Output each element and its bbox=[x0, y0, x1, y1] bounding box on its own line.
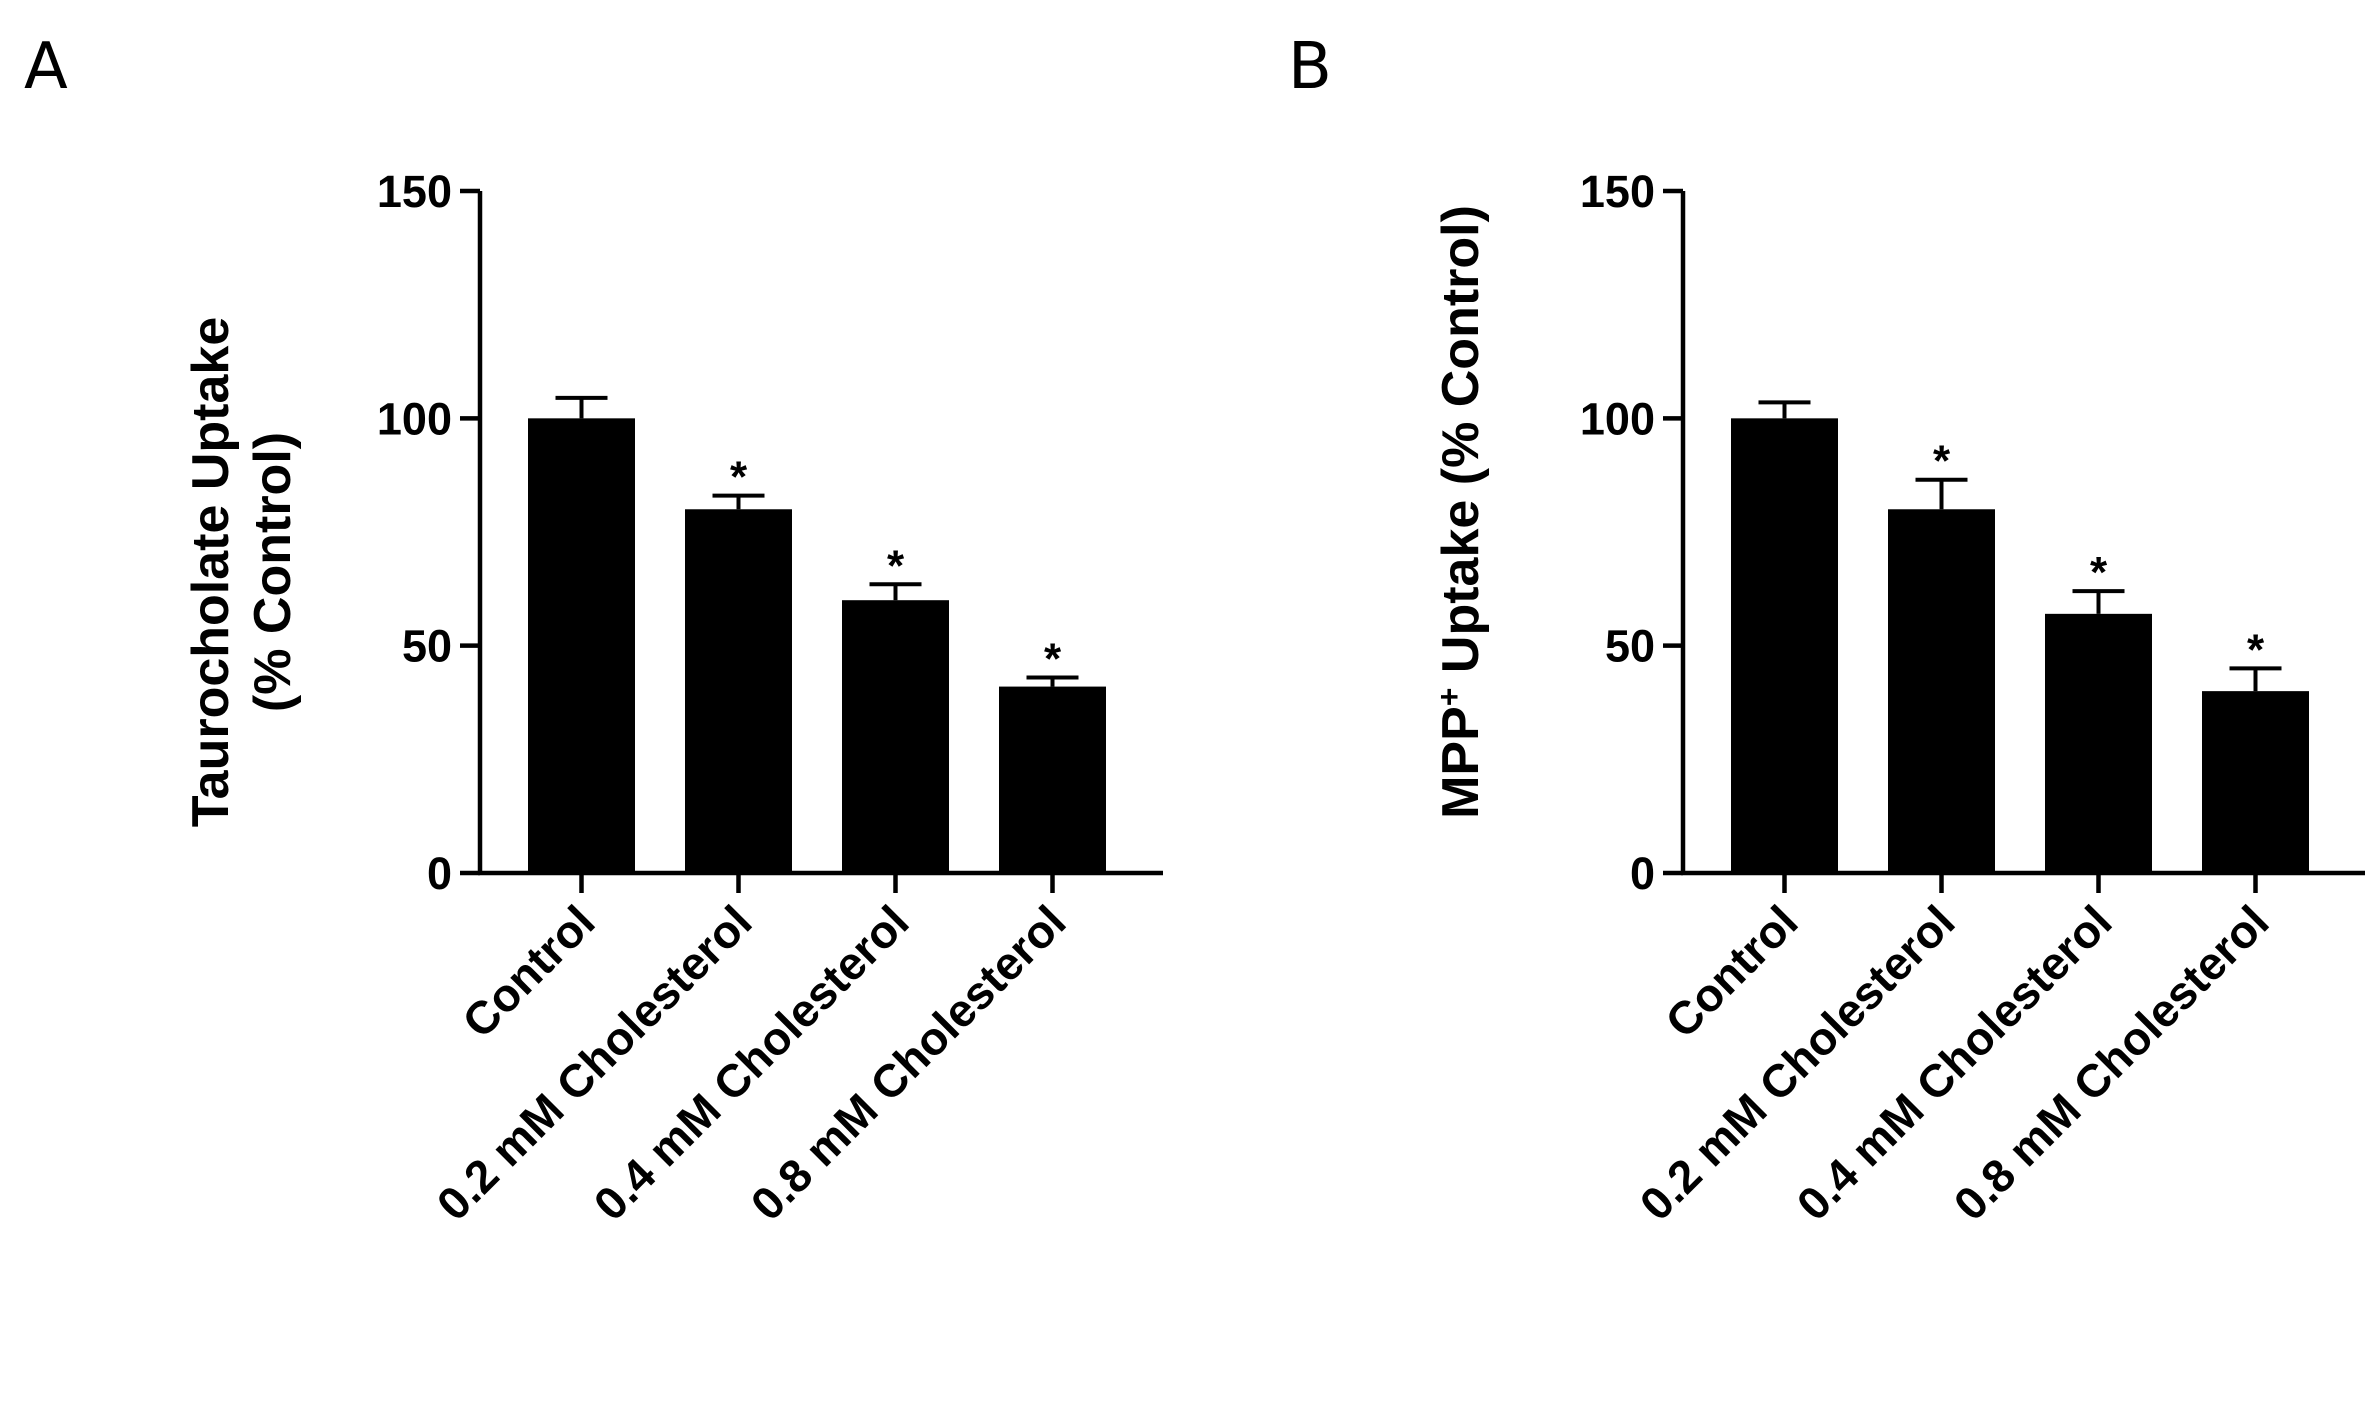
panel-b-y-tick-label: 150 bbox=[1580, 166, 1655, 217]
panel-b-significance-marker: * bbox=[1933, 437, 1951, 486]
panel-b-y-tick-label: 50 bbox=[1605, 621, 1655, 672]
panel-b-y-axis-title-part-1: MPP bbox=[1432, 706, 1490, 819]
panel-a-bar bbox=[842, 600, 949, 873]
panel-b-category-label: 0.2 mM Cholesterol bbox=[1630, 895, 1965, 1230]
panel-b-bar bbox=[2202, 691, 2309, 873]
panel-a-y-tick-label: 50 bbox=[402, 621, 452, 672]
panel-a-label: A bbox=[24, 30, 68, 104]
panel-b-y-tick-label: 100 bbox=[1580, 393, 1655, 444]
panel-a-category-label: 0.8 mM Cholesterol bbox=[741, 895, 1076, 1230]
panel-a-significance-marker: * bbox=[1044, 634, 1062, 683]
panel-b-category-label: 0.4 mM Cholesterol bbox=[1787, 895, 2122, 1230]
panel-a-significance-marker: * bbox=[887, 541, 905, 590]
panel-a-y-axis-title-line-1: Taurocholate Uptake bbox=[182, 317, 240, 827]
panel-b-y-tick-label: 0 bbox=[1630, 848, 1655, 899]
panel-a-y-tick-label: 150 bbox=[377, 166, 452, 217]
panel-b-y-axis-title: MPP+ Uptake (% Control) bbox=[1431, 205, 1490, 819]
panel-a-y-axis-title-line-2: (% Control) bbox=[244, 432, 302, 712]
panel-b-bar bbox=[1888, 509, 1995, 873]
panel-b-bar bbox=[2045, 613, 2152, 873]
panel-b-bar bbox=[1731, 418, 1838, 873]
panel-a-y-tick-label: 0 bbox=[427, 848, 452, 899]
panel-b-significance-marker: * bbox=[2247, 625, 2265, 674]
panel-a-y-tick-label: 100 bbox=[377, 393, 452, 444]
panel-a-category-label: 0.2 mM Cholesterol bbox=[427, 895, 762, 1230]
panel-a-bar bbox=[685, 509, 792, 873]
panel-a-chart: A Taurocholate Uptake (% Control) 0 50 100… bbox=[24, 30, 1163, 1230]
panel-b-label: B bbox=[1288, 30, 1332, 104]
panel-a-bar bbox=[528, 418, 635, 873]
panel-b-category-label: 0.8 mM Cholesterol bbox=[1944, 895, 2279, 1230]
panel-a-category-label: 0.4 mM Cholesterol bbox=[584, 895, 919, 1230]
panel-b-y-axis-title-part-2: Uptake (% Control) bbox=[1432, 205, 1490, 687]
panel-b-category-label: Control bbox=[1655, 895, 1807, 1047]
panel-a-bar bbox=[999, 686, 1106, 873]
panel-a-category-label: Control bbox=[452, 895, 604, 1047]
panel-b-significance-marker: * bbox=[2090, 548, 2108, 597]
panel-a-significance-marker: * bbox=[730, 453, 748, 502]
panel-b-y-axis-title-superscript: + bbox=[1431, 688, 1467, 707]
